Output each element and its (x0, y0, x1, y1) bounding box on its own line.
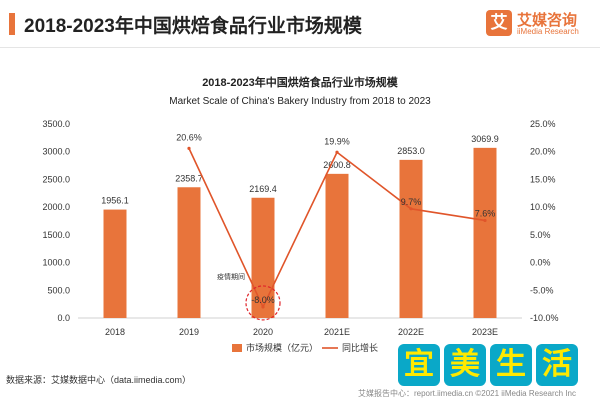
bar-value-label: 2600.8 (323, 160, 351, 170)
bar-value-label: 2358.7 (175, 173, 203, 183)
watermark-char: 活 (536, 344, 578, 386)
y-left-tick-label: 2000.0 (42, 202, 70, 212)
annotation-label: 疫情期间 (217, 272, 245, 281)
annotation-circle (245, 285, 281, 321)
chart-title: 2018-2023年中国烘焙食品行业市场规模 (202, 75, 399, 89)
y-right-tick-label: 5.0% (530, 230, 551, 240)
bar-value-label: 3069.9 (471, 134, 499, 144)
bakery-market-chart: 2018-2023年中国烘焙食品行业市场规模 Market Scale of C… (42, 75, 558, 353)
legend-label-line: 同比增长 (342, 342, 378, 353)
iimedia-logo: 艾 艾媒咨询 iiMedia Research (486, 8, 596, 40)
chart-subtitle: Market Scale of China's Bakery Industry … (169, 96, 431, 107)
x-tick-label: 2021E (324, 327, 350, 337)
y-right-tick-label: 10.0% (530, 202, 556, 212)
y-left-tick-label: 1000.0 (42, 258, 70, 268)
y-left-tick-label: 2500.0 (42, 174, 70, 184)
watermark-char: 美 (444, 344, 486, 386)
logo-subtitle: iiMedia Research (517, 27, 579, 36)
growth-value-label: -8.0% (251, 295, 275, 305)
footer-note: 艾媒报告中心：report.iimedia.cn ©2021 iiMedia R… (358, 389, 576, 398)
bar (473, 147, 497, 318)
growth-point (483, 218, 487, 223)
x-tick-label: 2019 (179, 327, 199, 337)
legend-swatch-bar (232, 344, 242, 352)
bar (399, 159, 423, 318)
y-right-tick-label: 15.0% (530, 174, 556, 184)
growth-point (261, 305, 265, 309)
growth-value-label: 9.7% (401, 197, 422, 207)
watermark-char: 生 (490, 344, 532, 386)
bar (103, 209, 127, 318)
header-divider (0, 47, 600, 48)
bar (325, 173, 349, 318)
bar (251, 197, 275, 318)
legend-label-bar: 市场规模（亿元） (246, 342, 318, 353)
data-source: 数据来源：艾媒数据中心（data.iimedia.com） (6, 375, 192, 385)
y-left-tick-label: 500.0 (47, 285, 70, 295)
logo-mark: 艾 (486, 10, 512, 36)
growth-point (409, 207, 413, 211)
growth-value-label: 7.6% (475, 208, 496, 218)
logo-name: 艾媒咨询 (517, 12, 578, 29)
x-tick-label: 2023E (472, 327, 498, 337)
y-right-tick-label: -10.0% (530, 313, 559, 323)
y-left-tick-label: 0.0 (57, 313, 70, 323)
plot-area: 0.0 500.0 1000.0 1500.0 2000.0 2500.0 3000.0 35… (42, 119, 558, 353)
bar (177, 187, 201, 318)
bar-value-label: 2169.4 (249, 184, 277, 194)
header: 2018-2023年中国烘焙食品行业市场规模 艾 艾媒咨询 iiMedia Re… (0, 0, 600, 46)
watermark-char: 宜 (398, 344, 440, 386)
title-accent-bar (9, 13, 15, 35)
y-right-tick-label: -5.0% (530, 285, 554, 295)
y-left-tick-label: 3500.0 (42, 119, 70, 129)
growth-value-label: 19.9% (324, 136, 350, 146)
growth-point (335, 150, 339, 154)
x-tick-label: 2020 (253, 327, 273, 337)
growth-point (187, 146, 191, 150)
bar-value-label: 2853.0 (397, 146, 425, 156)
x-tick-label: 2018 (105, 327, 125, 337)
y-right-tick-label: 25.0% (530, 119, 556, 129)
y-right-tick-label: 0.0% (530, 258, 551, 268)
growth-value-label: 20.6% (176, 132, 202, 142)
y-left-tick-label: 3000.0 (42, 147, 70, 157)
x-tick-label: 2022E (398, 327, 424, 337)
page-title: 2018-2023年中国烘焙食品行业市场规模 (24, 16, 362, 37)
y-left-tick-label: 1500.0 (42, 230, 70, 240)
bar-value-label: 1956.1 (101, 196, 129, 206)
y-right-tick-label: 20.0% (530, 147, 556, 157)
